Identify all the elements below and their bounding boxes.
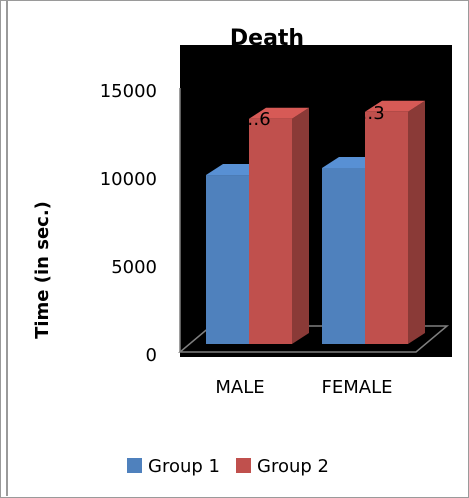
bar-front-face: [365, 111, 408, 345]
chart-title: Death: [230, 26, 304, 51]
bar: [249, 107, 309, 344]
x-tick-label: FEMALE: [322, 377, 393, 398]
data-label-top: 13193: [354, 48, 411, 69]
x-tick-label: MALE: [215, 377, 264, 398]
y-tick-label: 5000: [111, 257, 157, 278]
legend-swatch-group2: [236, 458, 251, 473]
legend: Group 1 Group 2: [127, 456, 329, 477]
bar-front-face: [206, 175, 249, 344]
legend-label-group1: Group 1: [148, 456, 220, 477]
chart-floor: [177, 325, 450, 353]
data-label-female-group2: …3: [355, 103, 384, 124]
floor-outline: [177, 325, 450, 353]
chart-frame-inner-rule: [6, 0, 469, 496]
bar-top-face: [249, 107, 309, 119]
bar-front-face: [322, 168, 365, 344]
bar-group: [206, 100, 425, 345]
bar-top-face: [365, 100, 425, 112]
y-tick-label: 10000: [100, 169, 157, 190]
y-tick-label: 0: [146, 345, 157, 366]
bar-side-face: [292, 107, 309, 344]
bar: [365, 100, 425, 345]
y-tick-label: 15000: [100, 81, 157, 102]
legend-label-group2: Group 2: [257, 456, 329, 477]
data-label-male-group2: …6: [241, 109, 270, 130]
bar-front-face: [249, 118, 292, 344]
y-axis-label: Time (in sec.): [32, 201, 53, 339]
legend-swatch-group1: [127, 458, 142, 473]
bar-side-face: [408, 100, 425, 345]
